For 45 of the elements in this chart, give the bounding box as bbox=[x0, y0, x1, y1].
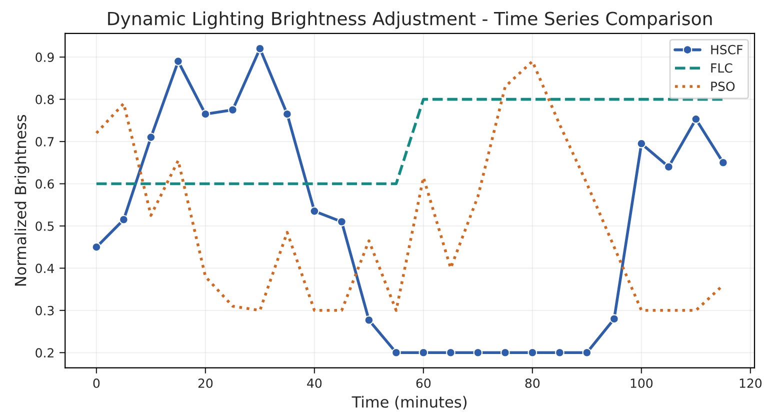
x-tick-label: 60 bbox=[416, 378, 431, 388]
x-axis-title: Time (minutes) bbox=[352, 396, 466, 410]
point bbox=[174, 56, 183, 66]
point bbox=[92, 242, 102, 252]
point bbox=[418, 348, 428, 358]
x-tick-label: 40 bbox=[307, 378, 322, 388]
x-tick-label: 80 bbox=[525, 378, 540, 388]
point bbox=[146, 132, 156, 142]
point bbox=[119, 214, 128, 224]
y-tick-label: 0.2 bbox=[36, 348, 54, 358]
point bbox=[718, 158, 728, 168]
legend-label: FLC bbox=[711, 63, 732, 73]
x-tick-label: 20 bbox=[198, 378, 213, 388]
point bbox=[582, 348, 592, 358]
point bbox=[528, 348, 538, 358]
point bbox=[473, 348, 483, 358]
legend-label: PSO bbox=[711, 82, 735, 92]
y-axis-title: Normalized Brightness bbox=[14, 114, 30, 286]
point bbox=[554, 348, 564, 358]
point bbox=[200, 109, 210, 119]
point bbox=[664, 162, 674, 172]
x-tick-label: 100 bbox=[630, 378, 653, 388]
legend-label: HSCF bbox=[711, 44, 743, 54]
point bbox=[337, 217, 346, 226]
point bbox=[636, 138, 646, 148]
y-tick-label: 0.9 bbox=[36, 52, 54, 62]
y-tick-label: 0.6 bbox=[36, 179, 54, 189]
x-tick-label: 120 bbox=[740, 378, 762, 388]
point bbox=[691, 114, 701, 124]
point bbox=[609, 314, 619, 324]
y-tick-label: 0.5 bbox=[36, 221, 54, 231]
point bbox=[310, 206, 320, 216]
y-tick-label: 0.4 bbox=[36, 264, 54, 274]
y-tick-label: 0.8 bbox=[36, 94, 54, 104]
point bbox=[392, 348, 401, 358]
x-tick-label: 0 bbox=[93, 378, 100, 388]
point bbox=[446, 348, 456, 358]
point bbox=[500, 348, 510, 358]
y-tick-label: 0.7 bbox=[36, 137, 54, 146]
y-tick-label: 0.3 bbox=[36, 306, 54, 316]
point bbox=[364, 315, 374, 325]
point bbox=[228, 105, 238, 115]
point bbox=[282, 109, 292, 119]
point bbox=[255, 44, 265, 54]
chart-title: Dynamic Lighting Brightness Adjustment - Time Series Comparison bbox=[108, 11, 712, 29]
